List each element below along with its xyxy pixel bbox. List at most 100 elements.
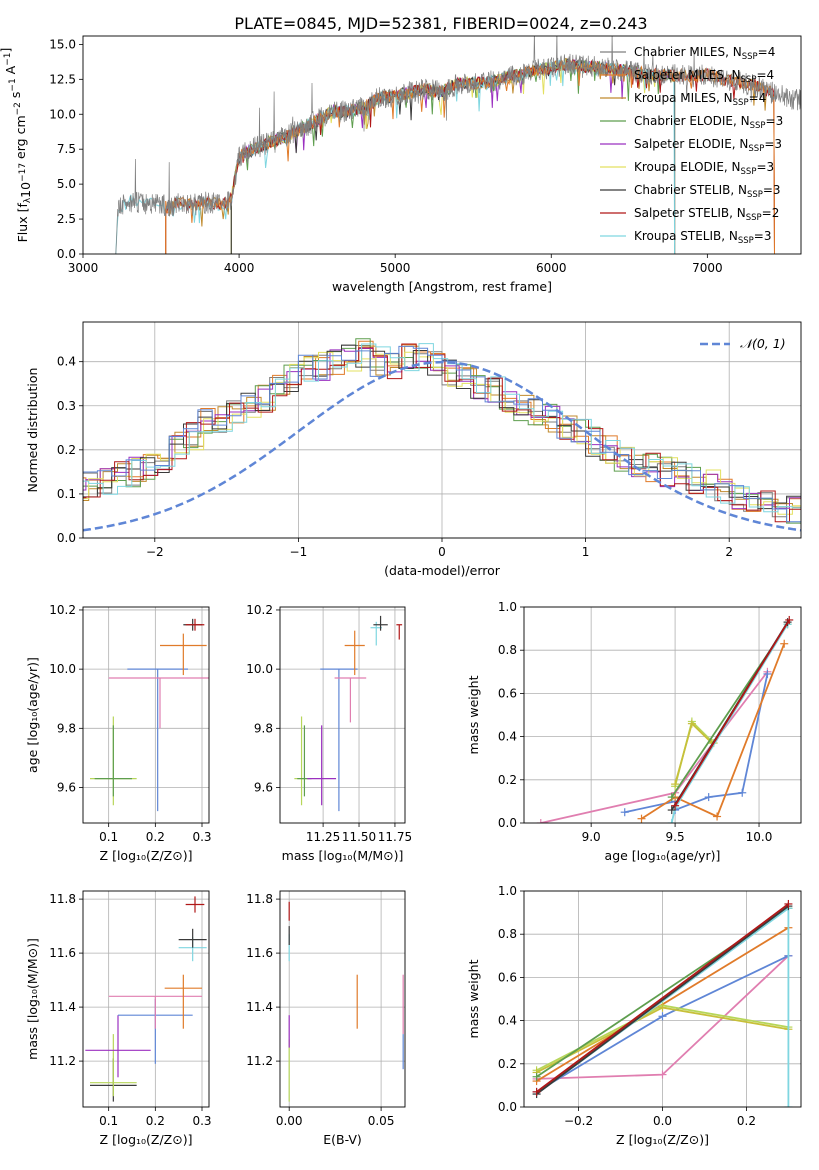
residual-histogram-line bbox=[83, 345, 801, 523]
y-tick-label: 0.3 bbox=[57, 399, 76, 413]
plot-area bbox=[90, 618, 209, 812]
x-tick-label: −2 bbox=[146, 545, 164, 559]
y-tick-label: 5.0 bbox=[57, 177, 76, 191]
y-axis-label: age [log₁₀(age/yr)] bbox=[25, 657, 40, 773]
marker bbox=[763, 669, 772, 678]
x-tick-label: 5000 bbox=[380, 261, 411, 275]
errorbar-point bbox=[178, 928, 207, 948]
errorbar-point bbox=[294, 716, 309, 806]
marker bbox=[687, 719, 696, 728]
mass-weight-line bbox=[536, 905, 789, 1095]
marker bbox=[784, 1103, 793, 1107]
legend-entry: Chabrier ELODIE, NSSP=3 bbox=[634, 114, 783, 131]
errorbar-point bbox=[90, 1034, 137, 1097]
x-axis-label: age [log₁₀(age/yr)] bbox=[605, 848, 721, 863]
y-tick-label: 0.2 bbox=[498, 773, 517, 787]
y-tick-label: 10.0 bbox=[49, 107, 76, 121]
axes-frame bbox=[82, 321, 802, 539]
x-tick-label: 11.25 bbox=[306, 830, 340, 844]
mass-weight-line bbox=[540, 671, 769, 823]
ticks: −0.2 0.0 0.2 0.0 0.2 0.4 0.6 0.8 1.0 bbox=[498, 884, 756, 1128]
legend: Chabrier MILES, NSSP=4 Salpeter MILES, NS… bbox=[600, 45, 783, 246]
y-tick-label: 0.4 bbox=[498, 1014, 517, 1028]
age-vs-metallicity-panel: 0.1 0.2 0.3 9.6 9.8 10.0 10.2 Z [log₁₀(Z/Z⊙)] ag… bbox=[25, 603, 212, 863]
plot-area bbox=[85, 896, 207, 1102]
errorbar-point bbox=[108, 995, 202, 1029]
axes-frame bbox=[523, 890, 802, 1108]
y-axis-label: mass weight bbox=[466, 959, 481, 1038]
age-vs-mass-panel: 11.25 11.50 11.75 9.6 9.8 10.0 10.2 mass [log₁₀… bbox=[246, 603, 412, 863]
mass-weight-line bbox=[536, 903, 789, 1093]
marker bbox=[780, 639, 789, 648]
y-tick-label: 0.6 bbox=[498, 686, 517, 700]
y-tick-label: 9.6 bbox=[254, 780, 273, 794]
x-tick-label: 9.5 bbox=[666, 830, 685, 844]
x-tick-label: 0.2 bbox=[737, 1114, 756, 1128]
axes-frame bbox=[523, 606, 802, 824]
plot-area bbox=[288, 901, 404, 1102]
errorbar-point bbox=[396, 624, 403, 640]
y-tick-label: 0.0 bbox=[57, 531, 76, 545]
x-tick-label: 0.3 bbox=[192, 830, 211, 844]
errorbar-point bbox=[160, 633, 207, 676]
marker bbox=[784, 899, 793, 908]
residual-histogram-line bbox=[83, 343, 801, 513]
y-tick-label: 11.6 bbox=[49, 946, 76, 960]
grid bbox=[280, 891, 405, 1107]
errorbar-point bbox=[185, 896, 205, 913]
mass-weight-line bbox=[641, 643, 786, 820]
residual-histogram-line bbox=[83, 351, 801, 515]
x-tick-label: 9.0 bbox=[582, 830, 601, 844]
y-tick-label: 11.4 bbox=[49, 1000, 76, 1014]
y-tick-label: 0.1 bbox=[57, 487, 76, 501]
marker bbox=[667, 806, 676, 815]
legend-entry: Kroupa ELODIE, NSSP=3 bbox=[634, 160, 774, 177]
y-tick-label: 0.2 bbox=[57, 443, 76, 457]
x-tick-label: 3000 bbox=[68, 261, 99, 275]
residual-histogram-line bbox=[83, 343, 801, 523]
errorbar-point bbox=[373, 615, 388, 631]
marker bbox=[658, 1003, 667, 1012]
residual-histogram-line bbox=[83, 345, 801, 508]
x-axis-label: E(B-V) bbox=[323, 1132, 362, 1147]
x-tick-label: 0 bbox=[438, 545, 446, 559]
marker bbox=[713, 812, 722, 821]
x-tick-label: 4000 bbox=[224, 261, 255, 275]
marker bbox=[667, 819, 676, 823]
marker bbox=[532, 1072, 541, 1081]
errorbar-point bbox=[94, 725, 132, 797]
grid bbox=[83, 607, 209, 823]
x-tick-label: 0.1 bbox=[99, 830, 118, 844]
legend-entry: Salpeter STELIB, NSSP=2 bbox=[634, 206, 779, 223]
y-tick-label: 2.5 bbox=[57, 212, 76, 226]
x-tick-label: 11.50 bbox=[342, 830, 376, 844]
legend-entry: Kroupa MILES, NSSP=4 bbox=[634, 91, 766, 108]
x-tick-label: 7000 bbox=[692, 261, 723, 275]
mass-vs-extinction-panel: 0.00 0.05 11.2 11.4 11.6 11.8 E(B-V) bbox=[246, 890, 406, 1147]
marker bbox=[658, 1012, 667, 1021]
residual-histogram-line bbox=[83, 348, 801, 510]
errorbar-point bbox=[297, 725, 312, 797]
y-tick-label: 0.4 bbox=[57, 355, 76, 369]
residual-histogram-line bbox=[83, 344, 801, 510]
axes-frame bbox=[82, 606, 210, 824]
legend-entry: Kroupa STELIB, NSSP=3 bbox=[634, 229, 772, 246]
mass-weight-vs-age-panel: 9.0 9.5 10.0 0.0 0.2 0.4 0.6 0.8 1.0 age [log₁₀(a… bbox=[466, 600, 802, 863]
x-tick-label: 1 bbox=[582, 545, 590, 559]
plot-area bbox=[536, 615, 794, 823]
y-tick-label: 9.8 bbox=[57, 721, 76, 735]
x-tick-label: 0.2 bbox=[146, 1114, 165, 1128]
y-tick-label: 10.2 bbox=[246, 603, 273, 617]
x-axis-label: Z [log₁₀(Z/Z⊙)] bbox=[616, 1132, 709, 1147]
y-tick-label: 0.8 bbox=[498, 643, 517, 657]
ticks: −2 −1 0 1 2 0.0 0.1 0.2 0.3 0.4 bbox=[57, 355, 733, 559]
x-tick-label: 10.0 bbox=[746, 830, 773, 844]
legend-entry: Chabrier MILES, NSSP=4 bbox=[634, 45, 775, 62]
y-tick-label: 9.6 bbox=[57, 780, 76, 794]
legend-entry: Chabrier STELIB, NSSP=3 bbox=[634, 183, 781, 200]
mass-vs-metallicity-panel: 0.1 0.2 0.3 11.2 11.4 11.6 11.8 Z [log₁₀(Z/Z⊙)]… bbox=[25, 890, 212, 1147]
y-tick-label: 0.0 bbox=[498, 1100, 517, 1114]
axes-frame bbox=[82, 35, 802, 255]
y-tick-label: 7.5 bbox=[57, 142, 76, 156]
